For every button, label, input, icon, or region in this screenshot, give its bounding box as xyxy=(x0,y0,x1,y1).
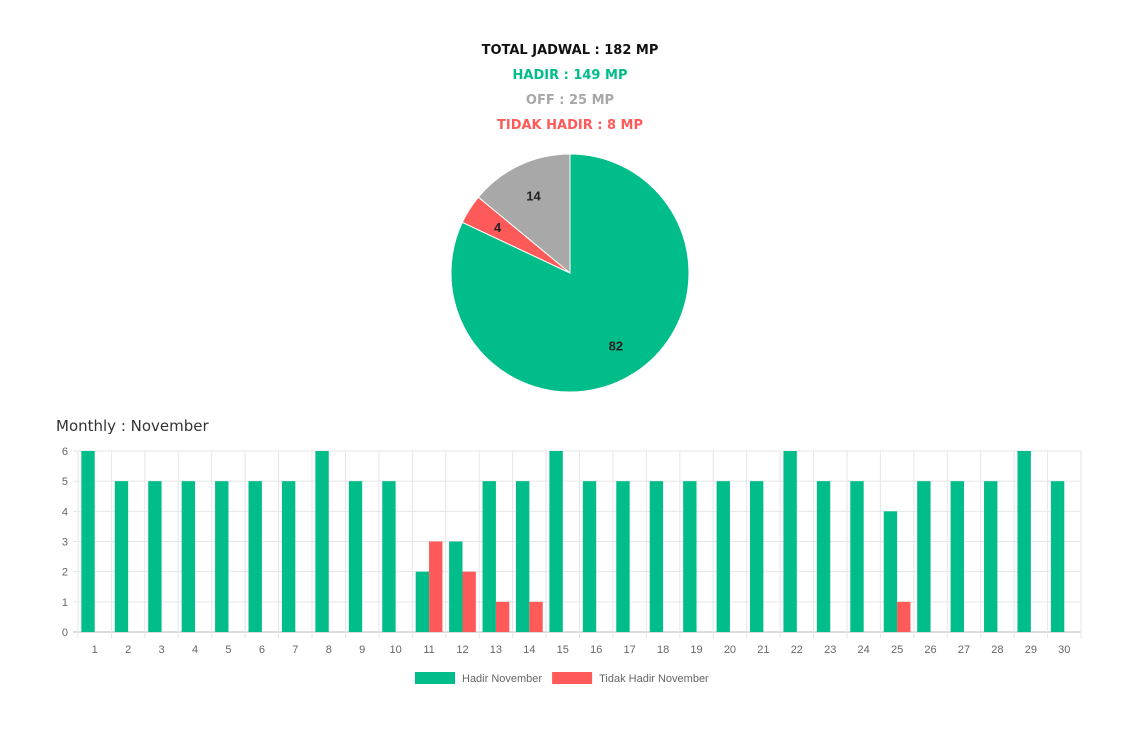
x-tick-label: 29 xyxy=(1025,644,1037,656)
y-tick-label: 4 xyxy=(62,506,68,518)
x-tick-label: 2 xyxy=(125,644,131,656)
pie-slice-hadir xyxy=(450,153,690,393)
x-tick-label: 16 xyxy=(590,644,602,656)
x-tick-label: 27 xyxy=(958,644,970,656)
hadir-total: HADIR : 149 MP xyxy=(512,68,628,83)
x-tick-label: 12 xyxy=(456,644,468,656)
x-tick-label: 3 xyxy=(159,644,165,656)
legend-label-hadir: Hadir November xyxy=(462,673,542,685)
bar-tidak-hadir-day-11 xyxy=(429,541,443,632)
bar-hadir-day-11 xyxy=(415,571,430,632)
x-tick-label: 23 xyxy=(824,644,836,656)
x-tick-label: 17 xyxy=(624,644,636,656)
bar-hadir-day-9 xyxy=(348,481,363,632)
x-tick-label: 5 xyxy=(225,644,231,656)
bar-hadir-day-21 xyxy=(750,481,764,632)
legend-swatch-hadir xyxy=(415,672,455,684)
off-total: OFF : 25 MP xyxy=(525,93,615,108)
x-tick-label: 7 xyxy=(292,644,298,656)
bar-hadir-day-30 xyxy=(1050,481,1065,632)
x-tick-label: 10 xyxy=(389,644,401,656)
bar-hadir-day-7 xyxy=(281,481,296,632)
bar-tidak-hadir-day-12 xyxy=(462,571,476,632)
bar-hadir-day-26 xyxy=(917,481,931,632)
bar-hadir-day-12 xyxy=(449,541,463,632)
bar-hadir-day-14 xyxy=(515,481,530,632)
x-tick-label: 28 xyxy=(991,644,1003,656)
monthly-title: Monthly : November xyxy=(56,417,209,435)
x-tick-label: 13 xyxy=(490,644,502,656)
bar-hadir-day-22 xyxy=(783,451,797,632)
x-tick-label: 15 xyxy=(557,644,569,656)
bar-hadir-day-8 xyxy=(315,451,329,632)
y-tick-label: 3 xyxy=(62,537,68,549)
x-tick-label: 18 xyxy=(657,644,669,656)
bar-hadir-day-25 xyxy=(883,511,898,632)
x-tick-label: 22 xyxy=(791,644,803,656)
bar-hadir-day-15 xyxy=(549,451,563,632)
bar-hadir-day-16 xyxy=(582,481,597,632)
bar-hadir-day-27 xyxy=(950,481,964,632)
bar-hadir-day-6 xyxy=(248,481,262,632)
x-tick-label: 8 xyxy=(326,644,332,656)
x-tick-label: 21 xyxy=(757,644,769,656)
y-tick-label: 6 xyxy=(62,446,68,458)
bar-hadir-day-23 xyxy=(816,481,831,632)
x-tick-label: 9 xyxy=(359,644,365,656)
bar-hadir-day-3 xyxy=(148,481,162,632)
bar-hadir-day-5 xyxy=(215,481,229,632)
bar-hadir-day-18 xyxy=(649,481,664,632)
x-tick-label: 25 xyxy=(891,644,903,656)
legend-swatch-tidak-hadir xyxy=(552,672,593,684)
x-tick-label: 26 xyxy=(924,644,936,656)
x-tick-label: 1 xyxy=(92,644,98,656)
pie-slice-off xyxy=(477,153,571,275)
y-tick-label: 2 xyxy=(62,567,68,579)
bar-tidak-hadir-day-13 xyxy=(495,601,510,632)
bar-hadir-day-19 xyxy=(683,481,697,632)
bar-hadir-day-24 xyxy=(850,481,864,632)
bar-tidak-hadir-day-14 xyxy=(529,601,543,632)
x-tick-label: 20 xyxy=(724,644,736,656)
bar-hadir-day-10 xyxy=(382,481,396,632)
bar-hadir-day-29 xyxy=(1017,451,1031,632)
x-tick-label: 19 xyxy=(690,644,702,656)
pie-label: 4 xyxy=(494,220,502,235)
bar-hadir-day-28 xyxy=(984,481,998,632)
bar-hadir-day-17 xyxy=(616,481,630,632)
bar-hadir-day-4 xyxy=(181,481,196,632)
y-tick-label: 5 xyxy=(62,476,68,488)
tidak-hadir-total: TIDAK HADIR : 8 MP xyxy=(496,118,644,133)
y-tick-label: 0 xyxy=(62,627,68,639)
pie-label: 14 xyxy=(526,188,541,203)
x-tick-label: 6 xyxy=(259,644,265,656)
bar-hadir-day-1 xyxy=(81,451,95,632)
bar-tidak-hadir-day-25 xyxy=(897,601,911,632)
x-tick-label: 24 xyxy=(858,644,870,656)
bar-hadir-day-13 xyxy=(482,481,496,632)
legend-label-tidak-hadir: Tidak Hadir November xyxy=(599,673,709,685)
bar-hadir-day-2 xyxy=(114,481,129,632)
x-tick-label: 14 xyxy=(523,644,535,656)
pie-label: 82 xyxy=(609,338,623,353)
y-tick-label: 1 xyxy=(62,597,68,609)
x-tick-label: 11 xyxy=(423,644,434,656)
x-tick-label: 4 xyxy=(192,644,198,656)
x-tick-label: 30 xyxy=(1058,644,1070,656)
total-jadwal: TOTAL JADWAL : 182 MP xyxy=(481,43,659,58)
bar-hadir-day-20 xyxy=(716,481,730,632)
